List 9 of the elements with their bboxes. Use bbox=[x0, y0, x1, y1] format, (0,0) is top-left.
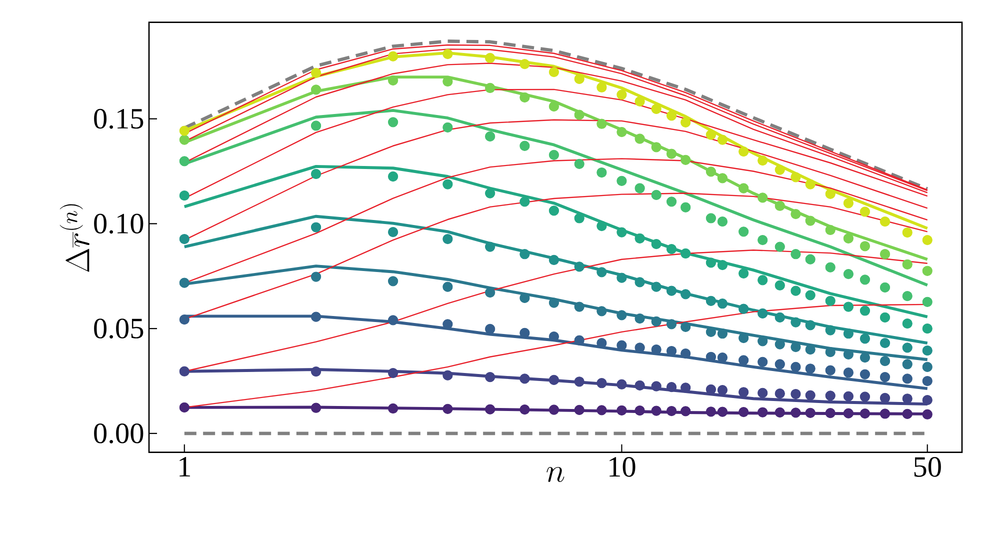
y-tick-label: 0.10 bbox=[94, 214, 144, 234]
y-tick-label: 0.00 bbox=[94, 423, 144, 444]
y-tick-label: 0.15 bbox=[94, 108, 144, 129]
y-tick-label: 0.05 bbox=[94, 318, 144, 338]
y-axis-title: $\Delta\overline{r}^{(n)}$ bbox=[60, 204, 90, 272]
x-tick-label: 1 bbox=[180, 456, 190, 476]
x-tick-label: 10 bbox=[610, 456, 636, 477]
x-axis-title: $n$ bbox=[546, 466, 564, 482]
x-tick-label: 50 bbox=[914, 456, 941, 477]
